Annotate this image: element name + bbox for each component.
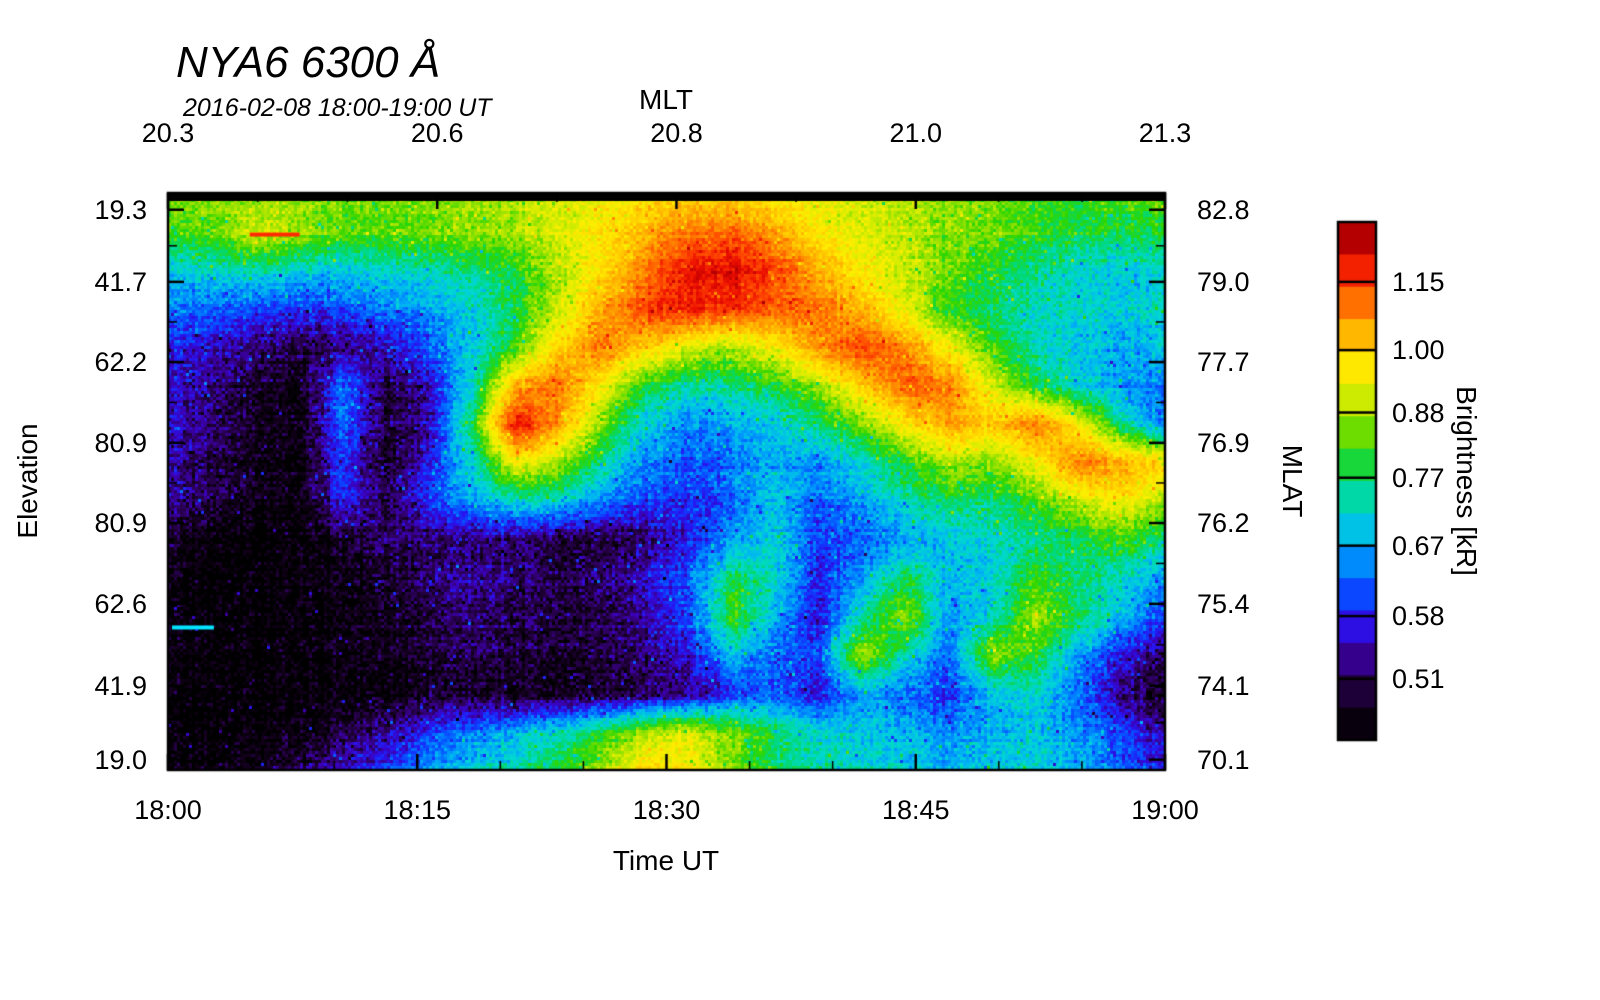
right-axis-tick-label: 82.8 — [1197, 194, 1250, 225]
top-axis-tick-label: 21.3 — [1138, 118, 1192, 148]
top-axis-tick-label: 20.8 — [650, 118, 703, 148]
colorbar-label: Brightness [kR] — [1451, 386, 1482, 576]
bottom-axis-tick-label: 18:15 — [383, 795, 452, 825]
colorbar-tick-label: 0.67 — [1392, 530, 1445, 561]
right-axis-label: MLAT — [1277, 444, 1308, 518]
right-axis-tick-label: 76.9 — [1197, 427, 1250, 458]
figure-subtitle: 2016-02-08 18:00-19:00 UT — [183, 94, 492, 122]
figure-title: NYA6 6300 Å — [176, 38, 441, 87]
left-axis-tick-label: 80.9 — [94, 427, 147, 458]
right-axis-tick-label: 74.1 — [1197, 670, 1250, 701]
top-axis-tick-label: 21.0 — [889, 118, 943, 148]
left-axis-label: Elevation — [12, 423, 43, 539]
right-axis-tick-label: 70.1 — [1197, 744, 1250, 775]
left-axis-tick-label: 19.3 — [94, 194, 147, 225]
bottom-axis-tick-label: 18:30 — [632, 795, 701, 825]
colorbar-tick-label: 1.15 — [1392, 266, 1445, 297]
colorbar-tick-label: 0.88 — [1392, 397, 1445, 428]
colorbar-tick-label: 0.51 — [1392, 663, 1445, 694]
colorbar-tick-label: 1.00 — [1392, 335, 1445, 366]
bottom-axis-tick-label: 18:00 — [134, 795, 202, 825]
right-axis-tick-label: 76.2 — [1197, 508, 1250, 539]
right-axis-tick-label: 75.4 — [1197, 588, 1250, 619]
top-axis-tick-label: 20.3 — [141, 118, 195, 148]
bottom-axis-label: Time UT — [612, 845, 720, 876]
left-axis-tick-label: 62.6 — [94, 588, 147, 619]
top-axis-label: MLT — [639, 84, 693, 115]
left-axis-tick-label: 80.9 — [94, 508, 147, 539]
left-axis-tick-label: 41.7 — [94, 266, 147, 297]
right-axis-tick-label: 77.7 — [1197, 347, 1250, 378]
left-axis-tick-label: 62.2 — [94, 347, 147, 378]
bottom-axis-tick-label: 18:45 — [881, 795, 950, 825]
bottom-axis-tick-label: 19:00 — [1131, 795, 1199, 825]
colorbar-tick-label: 0.58 — [1392, 601, 1445, 632]
top-axis-tick-label: 20.6 — [410, 118, 464, 148]
colorbar-tick-label: 0.77 — [1392, 462, 1445, 493]
left-axis-tick-label: 19.0 — [94, 744, 147, 775]
right-axis-tick-label: 79.0 — [1197, 266, 1250, 297]
left-axis-tick-label: 41.9 — [94, 670, 147, 701]
